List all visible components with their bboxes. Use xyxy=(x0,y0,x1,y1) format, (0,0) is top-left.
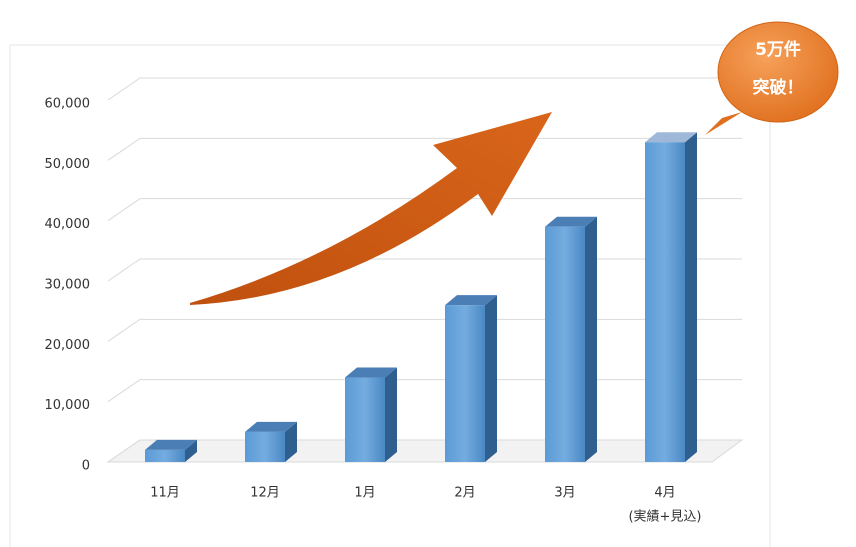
x-tick-label: 3月 xyxy=(554,486,575,501)
callout-text: 5万件 xyxy=(755,39,801,60)
bar-top xyxy=(145,439,197,450)
callout: 5万件 突破！ xyxy=(705,21,839,135)
grid-line xyxy=(107,137,742,161)
y-tick-label: 30,000 xyxy=(45,278,91,293)
y-tick-label: 60,000 xyxy=(45,97,91,112)
y-tick-label: 0 xyxy=(82,459,90,474)
bar xyxy=(245,431,285,462)
bar-top xyxy=(245,421,297,432)
y-tick-label: 40,000 xyxy=(45,217,91,232)
x-tick-label: 4月 xyxy=(654,486,675,501)
grid-line xyxy=(107,198,742,222)
x-tick-label: 11月 xyxy=(150,486,180,501)
bar xyxy=(145,449,185,462)
trend-arrow xyxy=(190,112,552,305)
x-tick-label: 1月 xyxy=(354,486,375,501)
bar xyxy=(545,226,585,462)
x-tick-note: (実績+見込) xyxy=(628,509,701,525)
bar xyxy=(345,377,385,462)
x-tick-label: 2月 xyxy=(454,486,475,501)
x-tick-label: 12月 xyxy=(250,486,280,501)
chart-frame xyxy=(9,44,771,547)
y-tick-label: 20,000 xyxy=(45,338,91,353)
bar-side xyxy=(585,216,597,462)
bar-top xyxy=(545,216,597,227)
bar-side xyxy=(685,132,697,462)
callout-text: 突破！ xyxy=(753,77,804,98)
bar-side xyxy=(185,439,197,462)
bar-top xyxy=(345,367,397,378)
bar-side xyxy=(485,295,497,462)
bar xyxy=(645,142,685,462)
grid-line xyxy=(107,379,742,403)
bar-top xyxy=(645,132,697,143)
bar xyxy=(445,305,485,462)
y-tick-label: 50,000 xyxy=(45,157,91,172)
bar-top xyxy=(445,295,497,306)
grid-line xyxy=(107,318,742,342)
bar-side xyxy=(385,367,397,462)
grid-line xyxy=(107,258,742,282)
grid-line xyxy=(107,77,742,101)
callout-bubble xyxy=(717,21,839,123)
y-tick-label: 10,000 xyxy=(45,398,91,413)
bar-side xyxy=(285,421,297,462)
callout-tail xyxy=(705,112,742,135)
